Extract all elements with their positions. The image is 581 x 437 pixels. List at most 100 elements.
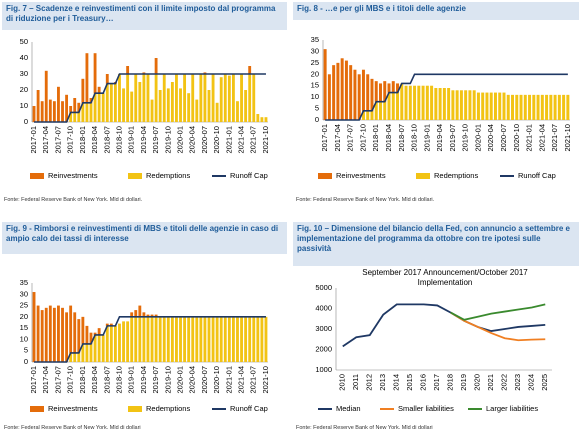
- bar: [519, 94, 523, 120]
- bar: [207, 316, 211, 362]
- x-tick-label: 2014: [392, 374, 401, 391]
- x-tick-label: 2018-10: [114, 366, 123, 394]
- bar: [455, 90, 459, 120]
- bar: [93, 334, 97, 362]
- bar: [387, 83, 391, 93]
- bar: [223, 74, 227, 122]
- bar: [65, 312, 69, 362]
- y-tick-label: 20: [20, 312, 28, 321]
- bar: [105, 323, 109, 326]
- x-tick-label: 2019-10: [163, 366, 172, 394]
- y-tick-label: 5: [24, 346, 28, 355]
- x-tick-label: 2021-10: [261, 366, 270, 394]
- bar: [170, 316, 174, 362]
- bar: [85, 53, 89, 103]
- bar: [451, 90, 455, 120]
- bar: [150, 316, 154, 362]
- bar: [85, 325, 89, 344]
- x-tick-label: 2018-04: [90, 366, 99, 394]
- bar: [97, 86, 101, 94]
- bar: [97, 328, 101, 335]
- x-tick-label: 2021-01: [525, 124, 534, 152]
- x-tick-label: 2017-07: [346, 124, 355, 152]
- x-tick-label: 2020-01: [176, 366, 185, 394]
- figure-header: Fig. 8 - …e per gli MBS e i titoli delle…: [293, 2, 579, 20]
- bar: [383, 101, 387, 120]
- bar: [404, 85, 408, 120]
- y-tick-label: 20: [311, 69, 319, 78]
- bar: [244, 90, 248, 122]
- bar: [489, 92, 493, 120]
- bar: [142, 74, 146, 122]
- bar: [438, 88, 442, 120]
- x-tick-label: 2020-10: [212, 366, 221, 394]
- x-tick-label: 2021-04: [237, 126, 246, 154]
- x-tick-label: 2018-04: [384, 124, 393, 152]
- legend-swatch: [128, 406, 142, 412]
- legend-swatch: [30, 173, 44, 179]
- bar: [374, 101, 378, 120]
- bar: [89, 102, 93, 122]
- bar: [69, 305, 73, 353]
- x-tick-label: 2025: [540, 374, 549, 391]
- source-note: Fonte: Federal Reserve Bank of New York.…: [296, 197, 435, 203]
- bar: [101, 334, 105, 362]
- y-tick-label: 3000: [315, 324, 332, 333]
- x-tick-label: 2019-07: [151, 366, 160, 394]
- bar: [248, 316, 252, 362]
- x-tick-label: 2015: [405, 374, 414, 391]
- bar: [323, 49, 327, 121]
- bar: [476, 92, 480, 120]
- bar: [154, 74, 158, 122]
- bar: [142, 312, 146, 317]
- bar: [32, 292, 36, 362]
- bar: [379, 83, 382, 102]
- bar: [215, 102, 219, 122]
- bar: [44, 70, 48, 122]
- legend-swatch: [30, 406, 44, 412]
- legend-label: Redemptions: [146, 404, 190, 413]
- bar: [227, 316, 231, 362]
- x-tick-label: 2019: [459, 374, 468, 391]
- bar: [357, 74, 361, 120]
- x-tick-label: 2017-01: [29, 366, 38, 394]
- figure-header: Fig. 10 – Dimensione del bilancio della …: [293, 222, 579, 266]
- x-tick-label: 2019-04: [139, 366, 148, 394]
- bar: [44, 307, 48, 362]
- bar: [211, 316, 215, 362]
- x-tick-label: 2018: [446, 374, 455, 391]
- x-tick-label: 2018-07: [397, 124, 406, 152]
- bar: [77, 319, 81, 353]
- x-tick-label: 2017-10: [358, 124, 367, 152]
- bar: [81, 78, 85, 103]
- x-tick-label: 2017: [432, 374, 441, 391]
- x-tick-label: 2022: [500, 374, 509, 391]
- y-tick-label: 35: [311, 35, 319, 44]
- bar: [240, 316, 243, 362]
- legend-label: Reinvestments: [48, 404, 98, 413]
- bar: [408, 85, 412, 120]
- bar: [77, 112, 81, 122]
- x-tick-label: 2020-10: [512, 124, 521, 152]
- bar: [256, 316, 260, 362]
- bar: [122, 321, 125, 362]
- bar: [400, 83, 404, 120]
- bar: [183, 74, 187, 122]
- y-tick-label: 15: [311, 81, 319, 90]
- bar: [413, 85, 417, 120]
- bar: [387, 92, 391, 120]
- bar: [81, 343, 85, 362]
- legend-label: Redemptions: [434, 171, 478, 180]
- bar: [61, 101, 64, 122]
- y-tick-label: 0: [24, 357, 28, 366]
- bar: [48, 99, 52, 122]
- bar: [130, 316, 134, 362]
- bar: [85, 102, 89, 122]
- bar: [370, 110, 374, 120]
- bar: [374, 81, 378, 102]
- bar: [252, 74, 256, 122]
- bar: [179, 88, 182, 122]
- bar: [260, 316, 264, 362]
- x-tick-label: 2018-10: [410, 124, 419, 152]
